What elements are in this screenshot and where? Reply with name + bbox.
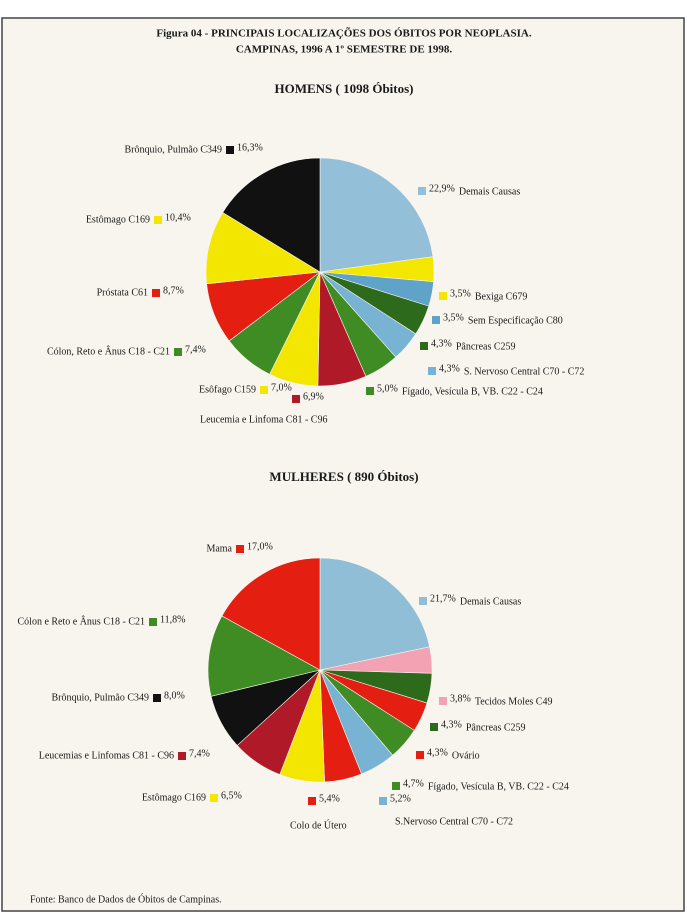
pie-slice [222,157,321,273]
legend-marker [366,387,374,395]
value-label: 3,5% [443,312,464,323]
slice-label: Leucemias e Linfomas C81 - C96 [39,750,174,761]
pie-slice [319,157,434,273]
pie-chart: HOMENS ( 1098 Óbitos) 22,9% Demais Causas 3… [47,81,584,425]
legend-marker [428,367,436,375]
slice-label: S. Nervoso Central C70 - C72 [464,366,585,377]
legend-marker [152,289,160,297]
slice-label: Mama [206,543,232,554]
value-label: 5,2% [390,793,411,804]
pie-slice [221,557,321,671]
slice-label: Brônquio, Pulmão C349 [124,144,222,155]
slice-label: Cólon e Reto e Ânus C18 - C21 [18,615,146,627]
slice-label: Esôfago C159 [199,384,256,395]
figure-title: Figura 04 - PRINCIPAIS LOCALIZAÇÕES DOS … [156,28,531,40]
chart-title: HOMENS ( 1098 Óbitos) [274,81,413,96]
legend-marker [174,348,182,356]
value-label: 4,3% [441,719,462,730]
value-label: 17,0% [247,541,273,552]
slice-label: Pâncreas C259 [456,341,516,352]
pie-slice [207,615,321,697]
value-label: 8,7% [163,285,184,296]
slice-label: Colo de Útero [290,819,347,831]
pie-chart: MULHERES ( 890 Óbitos) 21,7% Demais Causas… [18,469,569,831]
value-label: 10,4% [165,212,191,223]
legend-marker [153,694,161,702]
value-label: 6,9% [303,391,324,402]
slice-label: Demais Causas [460,596,521,607]
legend-marker [236,545,244,553]
value-label: 4,3% [427,747,448,758]
slice-label: S.Nervoso Central C70 - C72 [395,816,513,827]
slice-label: Ovário [452,750,480,761]
legend-marker [430,723,438,731]
pie-slice [205,212,321,285]
chart-title: MULHERES ( 890 Óbitos) [269,469,418,484]
legend-marker [149,618,157,626]
slice-label: Demais Causas [459,186,520,197]
value-label: 7,4% [185,344,206,355]
value-label: 4,3% [439,363,460,374]
legend-marker [439,697,447,705]
legend-marker [178,752,186,760]
value-label: 3,5% [450,288,471,299]
value-label: 8,0% [164,690,185,701]
legend-marker [226,146,234,154]
slice-label: Próstata C61 [97,287,148,298]
value-label: 16,3% [237,142,263,153]
charts: HOMENS ( 1098 Óbitos) 22,9% Demais Causas 3… [18,81,585,831]
legend-marker [392,782,400,790]
source: Fonte: Banco de Dados de Óbitos de Campi… [30,893,222,905]
legend-marker [260,386,268,394]
value-label: 6,5% [221,790,242,801]
value-label: 22,9% [429,183,455,194]
legend-marker [439,292,447,300]
slice-label: Fígado, Vesícula B, VB. C22 - C24 [428,781,569,792]
value-label: 11,8% [160,614,185,625]
slice-label: Sem Especificação C80 [468,315,563,326]
legend-marker [308,797,316,805]
legend-marker [210,794,218,802]
value-label: 7,4% [189,748,210,759]
value-label: 4,3% [431,338,452,349]
slice-label: Pâncreas C259 [466,722,526,733]
value-label: 5,0% [377,383,398,394]
slice-label: Cólon, Reto e Ânus C18 - C21 [47,345,170,357]
legend-marker [379,797,387,805]
value-label: 7,0% [271,382,292,393]
slice-label: Tecidos Moles C49 [475,696,553,707]
legend-marker [419,597,427,605]
slice-label: Brônquio, Pulmão C349 [51,692,149,703]
value-label: 5,4% [319,793,340,804]
slice-label: Fígado, Vesícula B, VB. C22 - C24 [402,386,543,397]
legend-marker [432,316,440,324]
slice-label: Bexiga C679 [475,291,528,302]
figure-title: CAMPINAS, 1996 A 1º SEMESTRE DE 1998. [236,44,453,56]
value-label: 3,8% [450,693,471,704]
slice-label: Leucemia e Linfoma C81 - C96 [200,414,327,425]
legend-marker [420,342,428,350]
legend-marker [292,395,300,403]
legend-marker [416,751,424,759]
slice-label: Estômago C169 [142,792,206,803]
value-label: 4,7% [403,778,424,789]
pie-slice [319,557,430,671]
value-label: 21,7% [430,593,456,604]
legend-marker [418,187,426,195]
legend-marker [154,216,162,224]
slice-label: Estômago C169 [86,214,150,225]
